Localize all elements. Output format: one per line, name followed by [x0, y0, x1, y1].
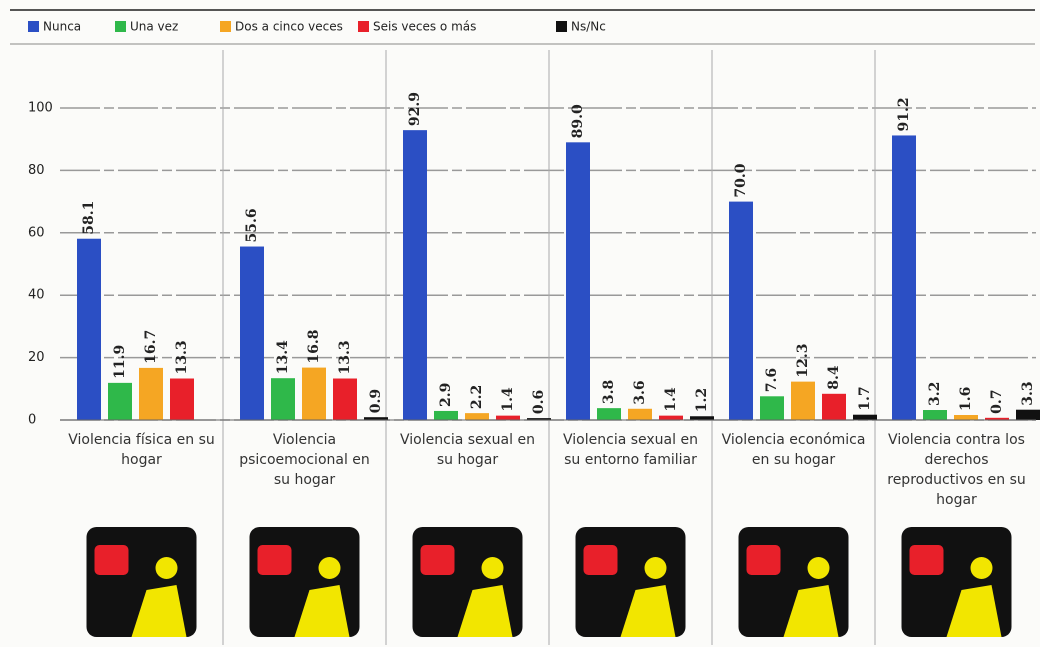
icon [250, 527, 360, 637]
value-label: 13.3 [337, 340, 353, 374]
bar [628, 409, 652, 420]
y-tick-label: 40 [28, 288, 45, 303]
icon [576, 527, 686, 637]
bar [566, 142, 590, 420]
bar [403, 130, 427, 420]
value-label: 3.3 [1020, 381, 1036, 405]
icon-fist [747, 545, 781, 575]
icon-head [319, 557, 341, 579]
value-label: 55.6 [244, 208, 260, 242]
legend-swatch [556, 21, 567, 32]
category-label: Violencia física en su hogar [67, 430, 217, 470]
legend-swatch [220, 21, 231, 32]
value-label: 0.9 [368, 389, 384, 413]
page: Nunca Una vez Dos a cinco veces Seis veces … [0, 0, 1040, 647]
value-label: 89.0 [570, 104, 586, 138]
bar [597, 408, 621, 420]
icon-fist [258, 545, 292, 575]
icon-fist [95, 545, 129, 575]
legend-swatch [28, 21, 39, 32]
bar [465, 413, 489, 420]
value-label: 1.2 [694, 388, 710, 412]
value-label: 3.2 [927, 382, 943, 406]
value-label: 8.4 [826, 365, 842, 390]
icon-head [808, 557, 830, 579]
value-label: 92.9 [407, 92, 423, 126]
icon-head [645, 557, 667, 579]
value-label: 58.1 [81, 201, 97, 235]
bar [302, 368, 326, 420]
icon-head [971, 557, 993, 579]
legend-label: Nunca [43, 20, 81, 34]
category-label: Violencia sexual en su entorno familiar [556, 430, 706, 470]
icon [739, 527, 849, 637]
value-label: 3.8 [601, 380, 617, 404]
value-label: 1.7 [857, 386, 873, 410]
value-label: 1.6 [958, 387, 974, 411]
value-label: 11.9 [112, 345, 128, 379]
value-label: 70.0 [733, 163, 749, 197]
bar [333, 379, 357, 420]
y-tick-label: 0 [28, 413, 36, 428]
value-label: 12.3 [795, 344, 811, 378]
value-label: 16.8 [306, 329, 322, 363]
bar [853, 415, 877, 420]
legend-swatch [115, 21, 126, 32]
icon [87, 527, 197, 637]
bar [1016, 410, 1040, 420]
value-label: 1.4 [663, 387, 679, 412]
legend-label: Ns/Nc [571, 20, 606, 34]
bar [892, 135, 916, 420]
icon-head [156, 557, 178, 579]
legend-label: Dos a cinco veces [235, 20, 343, 34]
bar [822, 394, 846, 420]
icon [413, 527, 523, 637]
value-label: 16.7 [143, 330, 159, 364]
value-label: 91.2 [896, 97, 912, 131]
category-label: Violencia contra los derechos reproducti… [882, 430, 1032, 510]
bar [240, 247, 264, 420]
icon-head [482, 557, 504, 579]
bar [690, 416, 714, 420]
legend-swatch [358, 21, 369, 32]
value-label: 13.3 [174, 340, 190, 374]
icon [902, 527, 1012, 637]
legend-label: Seis veces o más [373, 20, 476, 34]
legend-label: Una vez [130, 20, 178, 34]
icon-fist [421, 545, 455, 575]
value-label: 7.6 [764, 368, 780, 392]
value-label: 0.6 [531, 390, 547, 414]
bar [271, 378, 295, 420]
icon-fist [910, 545, 944, 575]
bar [923, 410, 947, 420]
bar [659, 416, 683, 420]
y-tick-label: 80 [28, 163, 45, 178]
y-tick-label: 20 [28, 350, 45, 365]
bar [496, 416, 520, 420]
category-label: Violencia sexual en su hogar [393, 430, 543, 470]
bar [729, 202, 753, 420]
bar [77, 239, 101, 420]
bar [954, 415, 978, 420]
value-label: 13.4 [275, 340, 291, 374]
bar [791, 382, 815, 420]
y-tick-label: 100 [28, 101, 53, 116]
value-label: 2.9 [438, 383, 454, 407]
icon-fist [584, 545, 618, 575]
value-label: 2.2 [469, 385, 485, 409]
bar [170, 379, 194, 420]
category-label: Violencia económica en su hogar [719, 430, 869, 470]
category-label: Violencia psicoemocional en su hogar [230, 430, 380, 490]
bar [760, 396, 784, 420]
bar [434, 411, 458, 420]
bar [108, 383, 132, 420]
chart: Nunca Una vez Dos a cinco veces Seis veces … [0, 0, 1040, 647]
value-label: 1.4 [500, 387, 516, 412]
value-label: 3.6 [632, 380, 648, 404]
bar [139, 368, 163, 420]
y-tick-label: 60 [28, 225, 45, 240]
value-label: 0.7 [989, 389, 1005, 413]
